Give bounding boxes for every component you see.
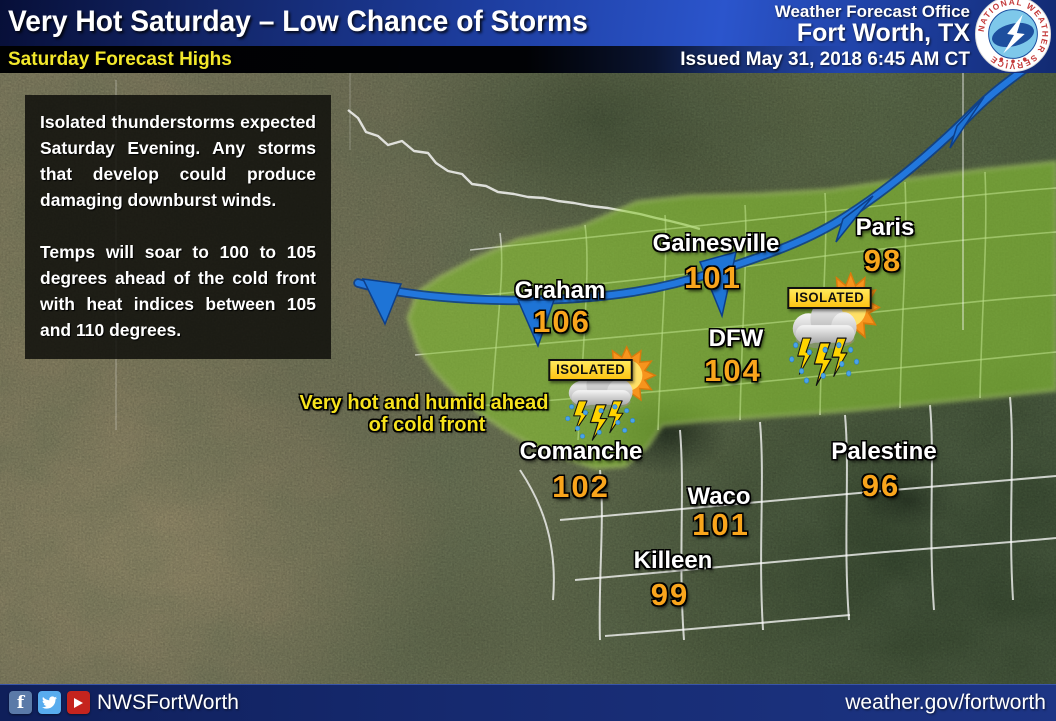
infobox-paragraph-storms: Isolated thunderstorms expected Saturday… bbox=[40, 112, 316, 210]
city-label-killeen: Killeen bbox=[633, 547, 713, 574]
isolated-banner-paris: ISOLATED bbox=[787, 287, 872, 309]
header-bar: Very Hot Saturday – Low Chance of Storms… bbox=[0, 0, 1056, 73]
cold-front-pips bbox=[361, 96, 985, 349]
cold-front bbox=[353, 73, 1028, 349]
forecast-infobox: Isolated thunderstorms expected Saturday… bbox=[25, 95, 331, 359]
page-title: Very Hot Saturday – Low Chance of Storms bbox=[8, 5, 588, 38]
temp-label-gainesville: 101 bbox=[684, 260, 742, 295]
website-url: weather.gov/fortworth bbox=[845, 691, 1046, 714]
youtube-icon bbox=[67, 691, 90, 714]
subtitle-forecast-highs: Saturday Forecast Highs bbox=[8, 49, 232, 70]
twitter-icon bbox=[38, 691, 61, 714]
county-lines-south bbox=[519, 396, 1056, 641]
facebook-icon: f bbox=[9, 691, 32, 714]
temp-label-killeen: 99 bbox=[650, 577, 690, 612]
social-handle: NWSFortWorth bbox=[97, 691, 239, 714]
temp-label-waco: 101 bbox=[692, 507, 750, 542]
temp-label-graham: 106 bbox=[533, 304, 591, 339]
temp-label-comanche: 102 bbox=[552, 469, 610, 504]
city-label-gainesville: Gainesville bbox=[652, 230, 780, 257]
city-label-waco: Waco bbox=[687, 483, 751, 510]
city-label-paris: Paris bbox=[855, 214, 915, 241]
city-label-palestine: Palestine bbox=[831, 438, 937, 465]
office-location: Fort Worth, TX bbox=[796, 19, 970, 47]
temp-label-palestine: 96 bbox=[861, 468, 901, 503]
isolated-banner-comanche: ISOLATED bbox=[548, 359, 633, 381]
issued-timestamp: Issued May 31, 2018 6:45 AM CT bbox=[680, 49, 970, 70]
city-label-dfw: DFW bbox=[708, 325, 764, 352]
hot-humid-annotation-line1: Very hot and humid ahead bbox=[299, 392, 549, 414]
hot-humid-annotation-line2: of cold front bbox=[368, 414, 486, 436]
city-label-comanche: Comanche bbox=[519, 438, 643, 465]
office-block: Weather Forecast Office Fort Worth, TX bbox=[775, 2, 970, 46]
footer-bar: f NWSFortWorth weather.gov/fortworth bbox=[0, 684, 1056, 721]
subtitle-strip bbox=[0, 46, 1056, 73]
office-name: Weather Forecast Office bbox=[774, 2, 970, 21]
infobox-paragraph-temps: Temps will soar to 100 to 105 degrees ah… bbox=[40, 242, 316, 340]
nws-logo-icon: NATIONAL WEATHER SERVICE bbox=[974, 0, 1052, 73]
temp-label-dfw: 104 bbox=[704, 353, 762, 388]
temp-label-paris: 98 bbox=[863, 243, 903, 278]
city-label-graham: Graham bbox=[514, 277, 606, 304]
